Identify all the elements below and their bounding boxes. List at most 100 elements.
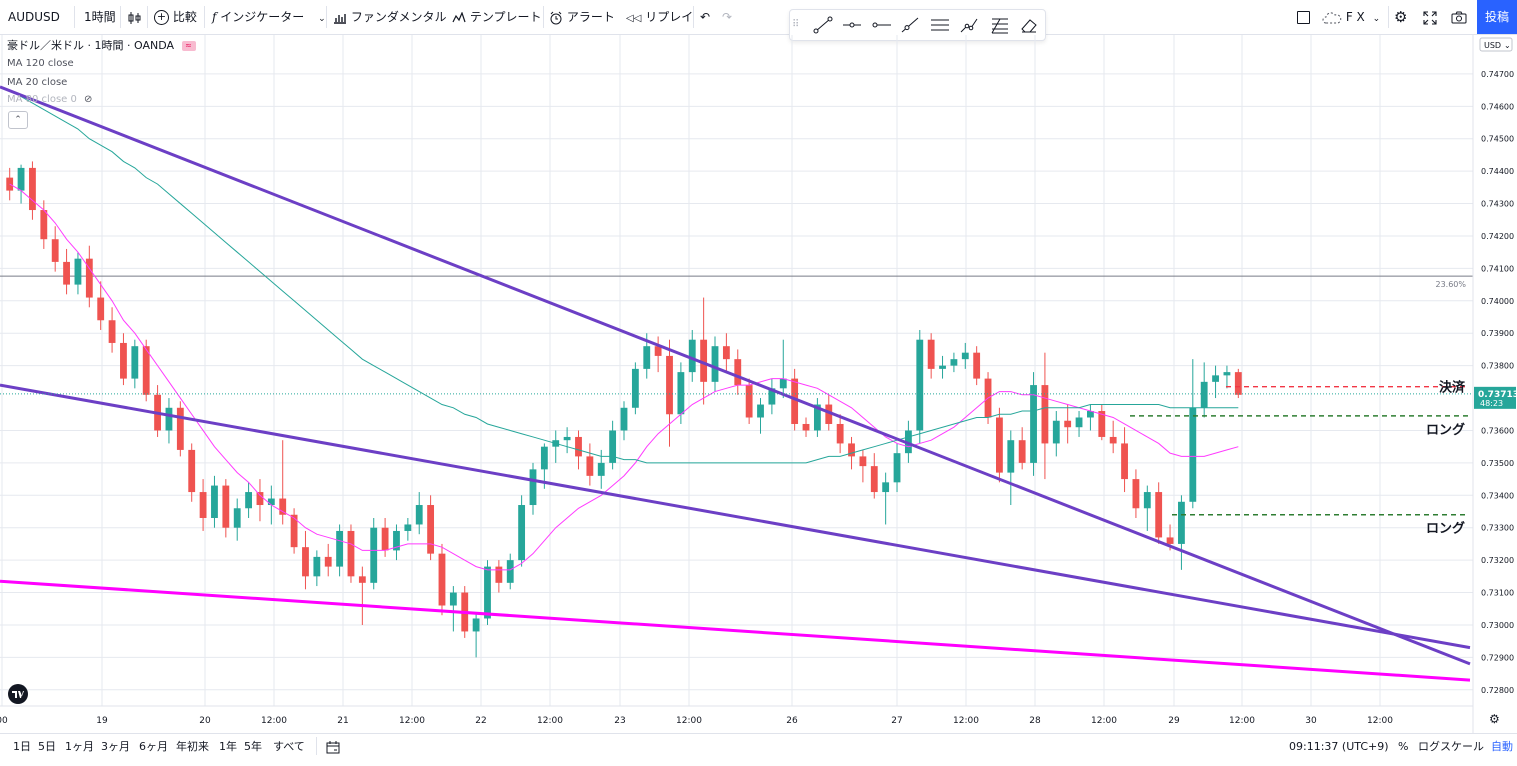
- fundamentals-button[interactable]: ファンダメンタル: [333, 0, 446, 34]
- time-tick-label: 12:00: [953, 716, 979, 726]
- candle: [51, 226, 59, 272]
- candle-body: [893, 453, 901, 483]
- fib-retracement-icon[interactable]: [988, 15, 1010, 35]
- candle-body: [336, 530, 344, 567]
- candle-body: [1132, 479, 1140, 509]
- candle: [1189, 359, 1197, 509]
- range-button[interactable]: 1年: [219, 740, 237, 753]
- candle: [859, 449, 867, 483]
- candle-body: [176, 407, 184, 450]
- axis-settings-gear-icon[interactable]: ⚙: [1489, 712, 1500, 726]
- candle: [950, 352, 958, 373]
- candle-style-icon[interactable]: [128, 0, 142, 34]
- candle: [1007, 430, 1015, 506]
- divider: [204, 6, 205, 28]
- candle-body: [677, 372, 685, 415]
- alert-button[interactable]: アラート: [549, 0, 615, 34]
- replay-label: リプレイ: [645, 10, 694, 24]
- candle: [779, 339, 787, 399]
- date-range-calendar-icon[interactable]: [326, 734, 340, 760]
- ma20-legend[interactable]: MA 20 close: [7, 77, 68, 88]
- trendline-tool-icon[interactable]: [812, 15, 834, 35]
- candle: [85, 245, 93, 308]
- log-scale-toggle[interactable]: ログスケール: [1418, 740, 1484, 753]
- indicators-button[interactable]: f インジケーター ⌄: [212, 0, 326, 34]
- layout-menu-button[interactable]: F X ⌄: [1322, 0, 1380, 34]
- candle: [609, 420, 617, 470]
- parallel-channel-icon[interactable]: [929, 15, 951, 35]
- candle-body: [597, 462, 605, 476]
- drag-handle-icon[interactable]: ⠿: [792, 19, 800, 30]
- range-button[interactable]: 5日: [38, 740, 56, 753]
- candle: [1087, 404, 1094, 431]
- camera-icon[interactable]: [1451, 0, 1467, 34]
- eraser-icon[interactable]: [1018, 15, 1040, 35]
- undo-icon[interactable]: ↶: [700, 10, 711, 24]
- fullscreen-icon[interactable]: [1423, 0, 1437, 34]
- time-axis[interactable]: 00 19 20 12:00 21 12:00 22 12:00 23 12:00 26 27 12:0…: [0, 716, 1393, 726]
- clock-timezone[interactable]: 09:11:37 (UTC+9): [1289, 740, 1389, 753]
- range-button[interactable]: 3ヶ月: [101, 740, 130, 753]
- extended-line-icon[interactable]: [899, 15, 921, 35]
- currency-label: USD: [1484, 41, 1501, 50]
- candle-body: [825, 404, 833, 424]
- candle-body: [1143, 492, 1151, 509]
- replay-button[interactable]: ◁◁ リプレイ: [626, 0, 693, 34]
- price-tag-box: [1474, 386, 1516, 409]
- candle: [404, 517, 412, 541]
- range-button[interactable]: 6ヶ月: [139, 740, 168, 753]
- candle: [1052, 411, 1060, 457]
- candle: [370, 517, 378, 590]
- fib-level-label: 23.60%: [1435, 280, 1466, 289]
- symbol-legend[interactable]: 豪ドル／米ドル · 1時間 · OANDA ≈: [7, 37, 196, 53]
- candle-body: [40, 210, 48, 240]
- trendlines: [0, 85, 1471, 682]
- ma80-legend[interactable]: MA 80 close 0 ⊘: [7, 94, 92, 105]
- grid-vertical: [1, 35, 1381, 706]
- publish-button[interactable]: 投稿: [1477, 0, 1517, 34]
- percent-scale-toggle[interactable]: %: [1398, 740, 1409, 753]
- pitchfork-icon[interactable]: [958, 15, 980, 35]
- price-axis[interactable]: 0.74700 0.74600 0.74500 0.74400 0.74300 0.742…: [1481, 70, 1514, 695]
- candle-body: [1064, 420, 1072, 428]
- candle-body: [973, 352, 981, 379]
- eye-hidden-icon[interactable]: ⊘: [84, 94, 93, 105]
- ma120-legend[interactable]: MA 120 close: [7, 58, 74, 69]
- candle: [74, 252, 82, 295]
- candle-body: [256, 492, 264, 506]
- bottom-toolbar: 1日 5日 1ヶ月 3ヶ月 6ヶ月 年初来 1年 5年 すべて 09:11:37 (UTC+9)…: [0, 733, 1517, 766]
- compare-button[interactable]: + 比較: [154, 0, 197, 34]
- symbol-button[interactable]: AUDUSD: [8, 10, 60, 24]
- candle: [313, 550, 321, 587]
- candle-body: [324, 556, 332, 567]
- templates-button[interactable]: テンプレート: [452, 0, 541, 34]
- auto-scale-toggle[interactable]: 自動: [1491, 740, 1513, 753]
- range-button[interactable]: 1日: [13, 740, 31, 753]
- candle-body: [734, 359, 742, 386]
- time-tick-label: 20: [199, 716, 211, 726]
- candle: [381, 517, 389, 557]
- currency-selector[interactable]: [1479, 37, 1513, 52]
- layout-square-icon[interactable]: [1297, 0, 1310, 34]
- candle: [1234, 368, 1242, 399]
- range-button[interactable]: すべて: [273, 740, 305, 753]
- fx-icon: f: [212, 10, 217, 24]
- candle: [472, 611, 480, 658]
- candle: [711, 336, 719, 392]
- range-button[interactable]: 1ヶ月: [65, 740, 94, 753]
- ray-tool-icon[interactable]: [870, 15, 892, 35]
- redo-icon[interactable]: ↷: [722, 10, 733, 24]
- candle: [131, 339, 139, 389]
- candle: [63, 248, 70, 295]
- horizontal-ray-icon[interactable]: [841, 15, 863, 35]
- candle: [518, 495, 526, 567]
- price-tick-label: 0.74400: [1481, 167, 1514, 176]
- gear-icon[interactable]: ⚙: [1394, 8, 1408, 26]
- collapse-legend-chevron-icon[interactable]: ⌃: [8, 111, 28, 129]
- candle-body: [1018, 440, 1026, 463]
- range-button[interactable]: 年初来: [176, 740, 209, 753]
- candle: [745, 378, 753, 424]
- range-button[interactable]: 5年: [244, 740, 262, 753]
- interval-button[interactable]: 1時間: [84, 10, 116, 24]
